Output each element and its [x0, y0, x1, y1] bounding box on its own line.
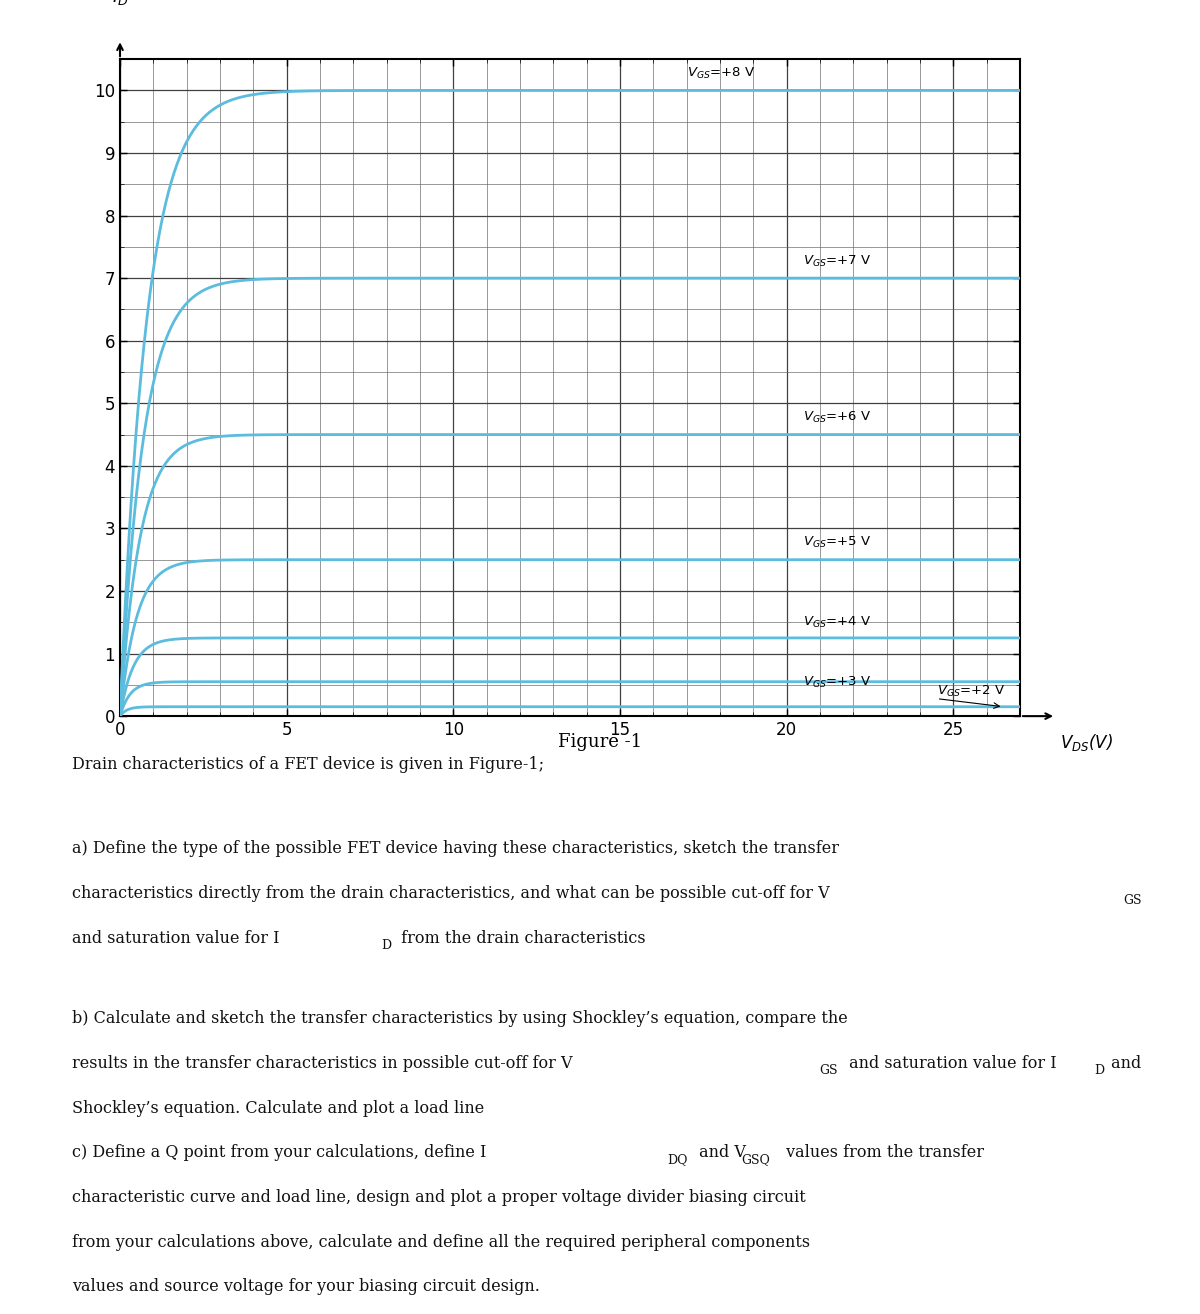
Text: GS: GS — [1123, 895, 1141, 907]
Text: results in the transfer characteristics in possible cut-off for V: results in the transfer characteristics … — [72, 1055, 572, 1072]
Text: and saturation value for I: and saturation value for I — [844, 1055, 1056, 1072]
Text: GS: GS — [820, 1064, 838, 1077]
Text: Shockley’s equation. Calculate and plot a load line: Shockley’s equation. Calculate and plot … — [72, 1100, 485, 1117]
Text: GSQ: GSQ — [742, 1154, 770, 1167]
Text: and V: and V — [694, 1144, 745, 1162]
Text: $V_{GS}$=+5 V: $V_{GS}$=+5 V — [803, 535, 871, 551]
Text: $V_{GS}$=+2 V: $V_{GS}$=+2 V — [937, 683, 1004, 699]
Text: D: D — [1094, 1064, 1104, 1077]
Text: characteristic curve and load line, design and plot a proper voltage divider bia: characteristic curve and load line, desi… — [72, 1189, 805, 1206]
Text: and: and — [1106, 1055, 1141, 1072]
Text: Drain characteristics of a FET device is given in Figure-1;: Drain characteristics of a FET device is… — [72, 756, 544, 773]
Text: D: D — [382, 940, 391, 951]
Text: characteristics directly from the drain characteristics, and what can be possibl: characteristics directly from the drain … — [72, 886, 829, 903]
Text: values from the transfer: values from the transfer — [781, 1144, 984, 1162]
Text: b) Calculate and sketch the transfer characteristics by using Shockley’s equatio: b) Calculate and sketch the transfer cha… — [72, 1010, 847, 1028]
Text: $V_{GS}$=+6 V: $V_{GS}$=+6 V — [803, 410, 871, 426]
Text: $V_{DS}$(V): $V_{DS}$(V) — [1061, 732, 1114, 753]
Text: $V_{GS}$=+7 V: $V_{GS}$=+7 V — [803, 254, 871, 269]
Text: values and source voltage for your biasing circuit design.: values and source voltage for your biasi… — [72, 1279, 540, 1296]
Text: $V_{GS}$=+4 V: $V_{GS}$=+4 V — [803, 615, 871, 629]
Text: and saturation value for I: and saturation value for I — [72, 930, 280, 947]
Text: DQ: DQ — [667, 1154, 688, 1167]
Text: from the drain characteristics: from the drain characteristics — [396, 930, 646, 947]
Text: $V_{GS}$=+8 V: $V_{GS}$=+8 V — [686, 66, 755, 81]
Text: c) Define a Q point from your calculations, define I: c) Define a Q point from your calculatio… — [72, 1144, 486, 1162]
Text: a) Define the type of the possible FET device having these characteristics, sket: a) Define the type of the possible FET d… — [72, 841, 839, 858]
Text: from your calculations above, calculate and define all the required peripheral c: from your calculations above, calculate … — [72, 1234, 810, 1251]
Text: Figure -1: Figure -1 — [558, 733, 642, 752]
Text: $I_D$: $I_D$ — [112, 0, 128, 7]
Text: $V_{GS}$=+3 V: $V_{GS}$=+3 V — [803, 675, 871, 690]
